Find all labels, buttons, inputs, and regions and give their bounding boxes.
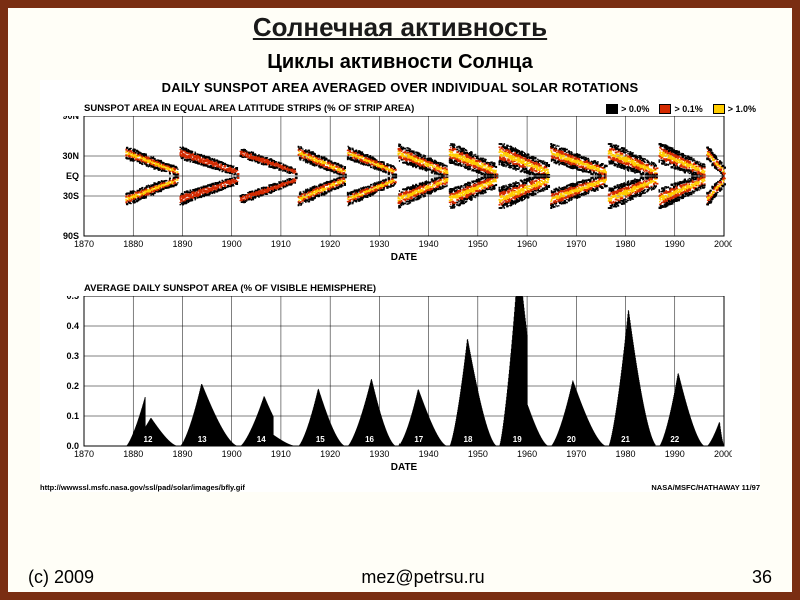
footer-left: (c) 2009 — [28, 567, 94, 588]
svg-text:1920: 1920 — [320, 239, 340, 249]
butterfly-header: SUNSPOT AREA IN EQUAL AREA LATITUDE STRI… — [84, 103, 760, 114]
figure: DAILY SUNSPOT AREA AVERAGED OVER INDIVID… — [40, 80, 760, 492]
legend-item-1: > 0.1% — [659, 104, 702, 114]
svg-text:1910: 1910 — [271, 239, 291, 249]
area-header: AVERAGE DAILY SUNSPOT AREA (% OF VISIBLE… — [84, 283, 760, 294]
slide: Солнечная активность Циклы активности Со… — [0, 0, 800, 600]
butterfly-legend: > 0.0% > 0.1% > 1.0% — [606, 104, 756, 114]
page-title: Солнечная активность — [8, 12, 792, 43]
area-chart: 1870188018901900191019201930194019501960… — [40, 296, 732, 474]
legend-swatch-2 — [713, 104, 725, 114]
figure-title: DAILY SUNSPOT AREA AVERAGED OVER INDIVID… — [40, 80, 760, 95]
svg-text:1980: 1980 — [616, 239, 636, 249]
butterfly-subtitle: SUNSPOT AREA IN EQUAL AREA LATITUDE STRI… — [84, 103, 414, 114]
slide-footer: (c) 2009 mez@petrsu.ru 36 — [28, 567, 772, 588]
legend-item-0: > 0.0% — [606, 104, 649, 114]
svg-text:1940: 1940 — [419, 239, 439, 249]
svg-text:1950: 1950 — [468, 239, 488, 249]
legend-item-2: > 1.0% — [713, 104, 756, 114]
footer-right: 36 — [752, 567, 772, 588]
svg-text:2000: 2000 — [714, 239, 732, 249]
svg-text:1880: 1880 — [123, 239, 143, 249]
area-panel-container: 1870188018901900191019201930194019501960… — [40, 296, 760, 479]
area-subtitle: AVERAGE DAILY SUNSPOT AREA (% OF VISIBLE… — [84, 283, 376, 294]
svg-text:1890: 1890 — [172, 239, 192, 249]
legend-swatch-1 — [659, 104, 671, 114]
figure-credits: http://wwwssl.msfc.nasa.gov/ssl/pad/sola… — [40, 483, 760, 492]
legend-label-0: > 0.0% — [621, 104, 649, 114]
svg-text:1970: 1970 — [566, 239, 586, 249]
figure-source-url: http://wwwssl.msfc.nasa.gov/ssl/pad/sola… — [40, 483, 245, 492]
page-subtitle: Циклы активности Солнца — [8, 51, 792, 74]
footer-center: mez@petrsu.ru — [361, 567, 484, 588]
legend-swatch-0 — [606, 104, 618, 114]
legend-label-2: > 1.0% — [728, 104, 756, 114]
svg-text:1930: 1930 — [369, 239, 389, 249]
svg-text:1900: 1900 — [222, 239, 242, 249]
svg-text:1960: 1960 — [517, 239, 537, 249]
butterfly-chart: 1870188018901900191019201930194019501960… — [40, 116, 732, 264]
figure-source-right: NASA/MSFC/HATHAWAY 11/97 — [651, 483, 760, 492]
svg-text:1990: 1990 — [665, 239, 685, 249]
butterfly-panel-container: 1870188018901900191019201930194019501960… — [40, 116, 760, 269]
legend-label-1: > 0.1% — [674, 104, 702, 114]
